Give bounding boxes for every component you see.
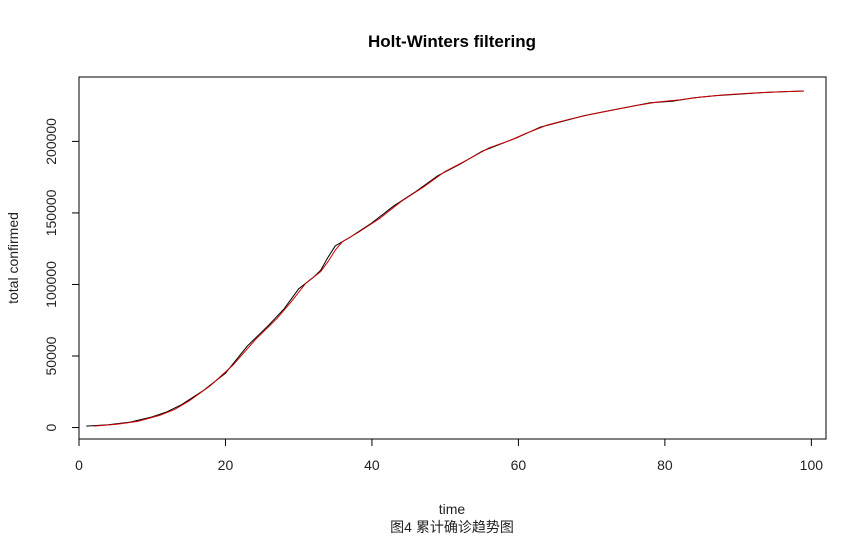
- y-axis-label: total confirmed: [5, 212, 21, 304]
- y-tick-label: 200000: [43, 118, 59, 165]
- series-layer: [86, 90, 805, 427]
- y-axis-ticks: 0 50000 100000 150000 200000: [43, 118, 79, 431]
- x-tick-label: 0: [75, 457, 83, 473]
- y-tick-label: 100000: [43, 261, 59, 308]
- y-tick-label: 50000: [43, 336, 59, 375]
- plot-frame: [78, 76, 827, 440]
- series-line-fitted: [93, 90, 805, 427]
- y-tick-label: 0: [43, 423, 59, 431]
- y-tick-label: 150000: [43, 189, 59, 236]
- figure-caption: 图4 累计确诊趋势图: [390, 519, 514, 535]
- x-tick-label: 20: [218, 457, 234, 473]
- x-tick-label: 60: [511, 457, 527, 473]
- series-line-observed: [86, 90, 805, 427]
- x-axis-ticks: 0 20 40 60 80 100: [75, 439, 823, 473]
- x-tick-label: 80: [657, 457, 673, 473]
- x-tick-label: 40: [364, 457, 380, 473]
- x-tick-label: 100: [800, 457, 824, 473]
- chart-title: Holt-Winters filtering: [368, 32, 536, 51]
- x-axis-label: time: [439, 501, 466, 517]
